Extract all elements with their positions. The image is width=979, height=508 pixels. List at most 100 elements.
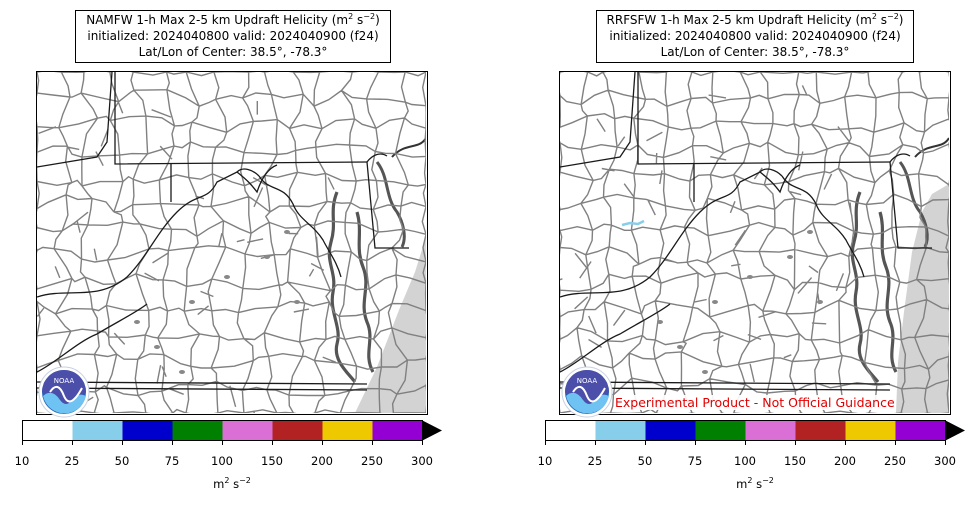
title-line-3: Lat/Lon of Center: 38.5°, -78.3° (660, 45, 850, 59)
map-svg (37, 72, 426, 413)
colorbar-extend-arrow (422, 420, 442, 441)
potomac-border (258, 175, 342, 278)
colorbar-tick-mark (695, 441, 696, 445)
colorbar-segment (795, 420, 846, 441)
lake-mark (189, 300, 195, 304)
colorbar-segment (895, 420, 946, 441)
colorbar-units: m2 s−2 (736, 476, 774, 491)
colorbar-tick-label: 100 (211, 454, 233, 468)
county-boundaries (37, 72, 426, 413)
de-top-border (366, 153, 388, 163)
colorbar-segment (222, 420, 273, 441)
colorbar-segment (845, 420, 896, 441)
colorbar-segment (545, 420, 596, 441)
va-nc-border-2 (37, 387, 368, 391)
coastline (327, 137, 426, 383)
colorbar-segment (272, 420, 323, 441)
chesapeake-bay-shore (327, 191, 357, 383)
colorbar-tick-label: 10 (14, 454, 30, 468)
noaa-emblem-icon: NOAA (38, 366, 90, 418)
colorbar (22, 420, 442, 441)
colorbar-tick-label: 10 (537, 454, 553, 468)
colorbar-tick-mark (595, 441, 596, 445)
county-lines (37, 72, 426, 413)
colorbar-segment (72, 420, 123, 441)
lake-mark (294, 300, 300, 304)
colorbar-tick-mark (372, 441, 373, 445)
colorbar-segment (595, 420, 646, 441)
colorbar-tick-mark (222, 441, 223, 445)
state-boundaries (560, 72, 932, 391)
va-nc-border-2 (560, 387, 891, 391)
title-line-3: Lat/Lon of Center: 38.5°, -78.3° (138, 45, 328, 59)
colorbar-segment (645, 420, 696, 441)
county-lines (560, 72, 949, 413)
potomac-border (781, 175, 865, 278)
lake-mark (264, 255, 270, 259)
colorbar-tick-mark (745, 441, 746, 445)
colorbar-tick-label: 25 (587, 454, 603, 468)
disclaimer-text: Experimental Product - Not Official Guid… (614, 395, 896, 410)
lake-mark (702, 370, 708, 374)
lake-mark (807, 230, 813, 234)
colorbar-tick-label: 200 (311, 454, 333, 468)
de-md-border (889, 161, 932, 249)
no-data-region (896, 184, 949, 413)
colorbar-tick-mark (895, 441, 896, 445)
svg-text:NOAA: NOAA (577, 377, 598, 385)
colorbar-segment (745, 420, 796, 441)
de-top-border (889, 153, 911, 163)
title-line-2: initialized: 2024040800 valid: 202404090… (609, 29, 901, 43)
chesapeake-bay-shore (850, 191, 880, 383)
colorbar-tick-mark (172, 441, 173, 445)
lake-mark (787, 255, 793, 259)
colorbar-tick-label: 50 (637, 454, 653, 468)
colorbar-segment (372, 420, 423, 441)
colorbar-tick-label: 75 (164, 454, 180, 468)
panel-rrfsfw: RRFSFW 1-h Max 2-5 km Updraft Helicity (… (523, 0, 979, 508)
panel-namfw: NAMFW 1-h Max 2-5 km Updraft Helicity (m… (0, 0, 460, 508)
map-area (36, 71, 428, 415)
wv-border (560, 72, 801, 298)
lake-mark (712, 300, 718, 304)
colorbar-tick-label: 150 (261, 454, 283, 468)
colorbar-tick-mark (645, 441, 646, 445)
noaa-logo: NOAA (561, 366, 613, 418)
wv-panhandle-border (693, 164, 783, 202)
colorbar-tick-label: 250 (884, 454, 906, 468)
delmarva-shore (878, 211, 898, 373)
colorbar-tick-mark (795, 441, 796, 445)
delmarva-shore (355, 211, 375, 373)
colorbar-extend-arrow (945, 420, 965, 441)
de-md-border (366, 161, 409, 249)
va-nc-border (560, 381, 891, 385)
colorbar-segment (695, 420, 746, 441)
colorbar-segment (22, 420, 73, 441)
lake-mark (134, 320, 140, 324)
lake-mark (224, 275, 230, 279)
colorbar (545, 420, 965, 441)
title-line-2: initialized: 2024040800 valid: 202404090… (87, 29, 379, 43)
lake-mark (747, 275, 753, 279)
lake-mark (657, 320, 663, 324)
wv-border (37, 72, 278, 298)
colorbar-tick-mark (322, 441, 323, 445)
colorbar-tick-mark (72, 441, 73, 445)
noaa-emblem-icon: NOAA (561, 366, 613, 418)
lake-mark (284, 230, 290, 234)
va-ky-border (560, 303, 671, 373)
colorbar-units: m2 s−2 (213, 476, 251, 491)
lake-mark (677, 345, 683, 349)
map-area (559, 71, 951, 415)
lake-mark (817, 300, 823, 304)
title-line-1: NAMFW 1-h Max 2-5 km Updraft Helicity (m… (86, 12, 380, 28)
colorbar-tick-label: 300 (934, 454, 956, 468)
title-box: RRFSFW 1-h Max 2-5 km Updraft Helicity (… (596, 10, 914, 63)
colorbar-tick-label: 150 (784, 454, 806, 468)
lake-mark (179, 370, 185, 374)
map-svg (560, 72, 949, 413)
state-boundaries (37, 72, 409, 391)
nj-shore (914, 137, 949, 158)
pa-border (114, 72, 368, 165)
colorbar-tick-mark (122, 441, 123, 445)
